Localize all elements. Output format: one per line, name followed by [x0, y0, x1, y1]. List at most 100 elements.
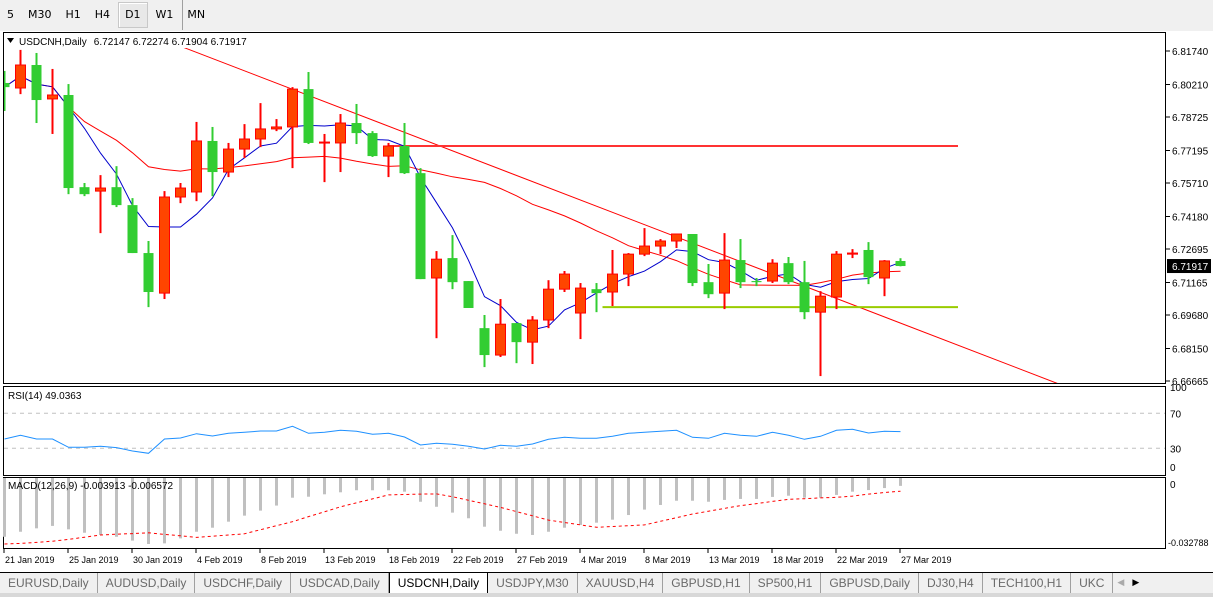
candle[interactable] — [15, 49, 26, 95]
candle[interactable] — [95, 175, 106, 234]
candle[interactable] — [431, 251, 442, 339]
candle[interactable] — [175, 182, 186, 204]
candle[interactable] — [111, 166, 122, 208]
candle[interactable] — [255, 103, 266, 148]
candle[interactable] — [47, 68, 58, 134]
candle[interactable] — [63, 84, 74, 195]
candle[interactable] — [239, 124, 250, 159]
candle[interactable] — [735, 239, 746, 289]
candle[interactable] — [655, 239, 666, 255]
candle[interactable] — [223, 142, 234, 178]
rsi-axis-label: 100 — [1170, 383, 1187, 394]
candle-body — [687, 234, 698, 284]
candle[interactable] — [79, 182, 90, 197]
chart-tab[interactable]: EURUSD,Daily — [0, 573, 98, 594]
chart-tab[interactable]: DJ30,H4 — [919, 573, 983, 594]
timeframe-w1[interactable]: W1 — [155, 8, 174, 21]
candle[interactable] — [623, 253, 634, 287]
candle[interactable] — [719, 233, 730, 310]
timeframe-mn[interactable]: MN — [187, 8, 206, 21]
candle[interactable] — [367, 131, 378, 157]
chart-tab[interactable]: USDJPY,M30 — [488, 573, 578, 594]
candle[interactable] — [207, 126, 218, 197]
candle-body — [95, 187, 106, 192]
timeframe-m30[interactable]: M30 — [28, 8, 52, 21]
candle[interactable] — [383, 142, 394, 178]
candle[interactable] — [591, 283, 602, 313]
candle[interactable] — [863, 242, 874, 285]
arrow-left-icon[interactable]: ◀ — [1117, 578, 1125, 588]
timeframe-toolbar: 5 M30 H1 H4 D1 W1 MN — [0, 0, 205, 30]
candle[interactable] — [0, 70, 10, 111]
candle[interactable] — [351, 103, 362, 145]
candle[interactable] — [783, 256, 794, 285]
chart-tab[interactable]: GBPUSD,H1 — [663, 573, 750, 594]
candle[interactable] — [639, 228, 650, 257]
chart-tab[interactable]: UKC — [1071, 573, 1114, 594]
trendline[interactable] — [164, 39, 1061, 384]
chart-tab[interactable]: GBPUSD,Daily — [821, 573, 920, 594]
candle[interactable] — [271, 119, 282, 132]
candle[interactable] — [287, 87, 298, 169]
candle[interactable] — [847, 249, 858, 259]
candle[interactable] — [815, 291, 826, 377]
candle-body — [815, 295, 826, 313]
date-label: 18 Mar 2019 — [773, 555, 824, 565]
candle[interactable] — [511, 323, 522, 364]
candle[interactable] — [319, 133, 330, 183]
candle[interactable] — [127, 198, 138, 254]
candle-body — [63, 94, 74, 189]
timeframe-5[interactable]: 5 — [7, 8, 14, 21]
candle-body — [607, 273, 618, 293]
arrow-right-icon[interactable]: ▶ — [1132, 578, 1140, 588]
candle[interactable] — [191, 121, 202, 202]
candle[interactable] — [575, 283, 586, 340]
chart-tab[interactable]: XAUUSD,H4 — [578, 573, 664, 594]
candle[interactable] — [703, 263, 714, 299]
triangle-down-icon[interactable] — [7, 38, 14, 43]
candle[interactable] — [143, 241, 154, 308]
candle[interactable] — [479, 314, 490, 368]
candle[interactable] — [879, 260, 890, 297]
candle[interactable] — [31, 52, 42, 124]
date-label: 30 Jan 2019 — [133, 555, 183, 565]
candle[interactable] — [447, 235, 458, 290]
candle[interactable] — [463, 281, 474, 308]
candle[interactable] — [831, 251, 842, 310]
chart-tab[interactable]: TECH100,H1 — [983, 573, 1072, 594]
candle[interactable] — [607, 249, 618, 307]
chart-tab[interactable]: SP500,H1 — [750, 573, 822, 594]
candle[interactable] — [895, 258, 906, 267]
candle[interactable] — [559, 270, 570, 293]
candle[interactable] — [303, 72, 314, 145]
candle[interactable] — [399, 123, 410, 175]
chart-tab[interactable]: USDCHF,Daily — [195, 573, 292, 594]
candle[interactable] — [415, 168, 426, 280]
candle[interactable] — [799, 260, 810, 320]
candle[interactable] — [159, 191, 170, 300]
candle-body — [831, 253, 842, 298]
candle-body — [543, 288, 554, 321]
candle-body — [239, 138, 250, 150]
candle[interactable] — [687, 234, 698, 287]
candle-body — [31, 65, 42, 101]
candle[interactable] — [527, 316, 538, 365]
candle[interactable] — [751, 278, 762, 287]
timeframe-d1[interactable]: D1 — [118, 2, 148, 28]
timeframe-h4[interactable]: H4 — [94, 8, 111, 21]
candle[interactable] — [495, 299, 506, 358]
candle[interactable] — [543, 280, 554, 329]
candle-body — [175, 187, 186, 198]
date-label: 8 Mar 2019 — [645, 555, 691, 565]
chart-tab[interactable]: USDCNH,Daily — [388, 573, 489, 594]
chart-window[interactable]: 6.81740 6.80210 6.78725 6.77195 6.75710 6.741… — [0, 0, 1213, 572]
candle-body — [159, 196, 170, 294]
candle[interactable] — [767, 259, 778, 284]
date-label: 8 Feb 2019 — [261, 555, 307, 565]
chart-tab[interactable]: USDCAD,Daily — [291, 573, 389, 594]
candle-body — [463, 281, 474, 308]
timeframe-h1[interactable]: H1 — [65, 8, 81, 21]
candle[interactable] — [671, 233, 682, 249]
candle[interactable] — [335, 114, 346, 173]
chart-tab[interactable]: AUDUSD,Daily — [98, 573, 196, 594]
